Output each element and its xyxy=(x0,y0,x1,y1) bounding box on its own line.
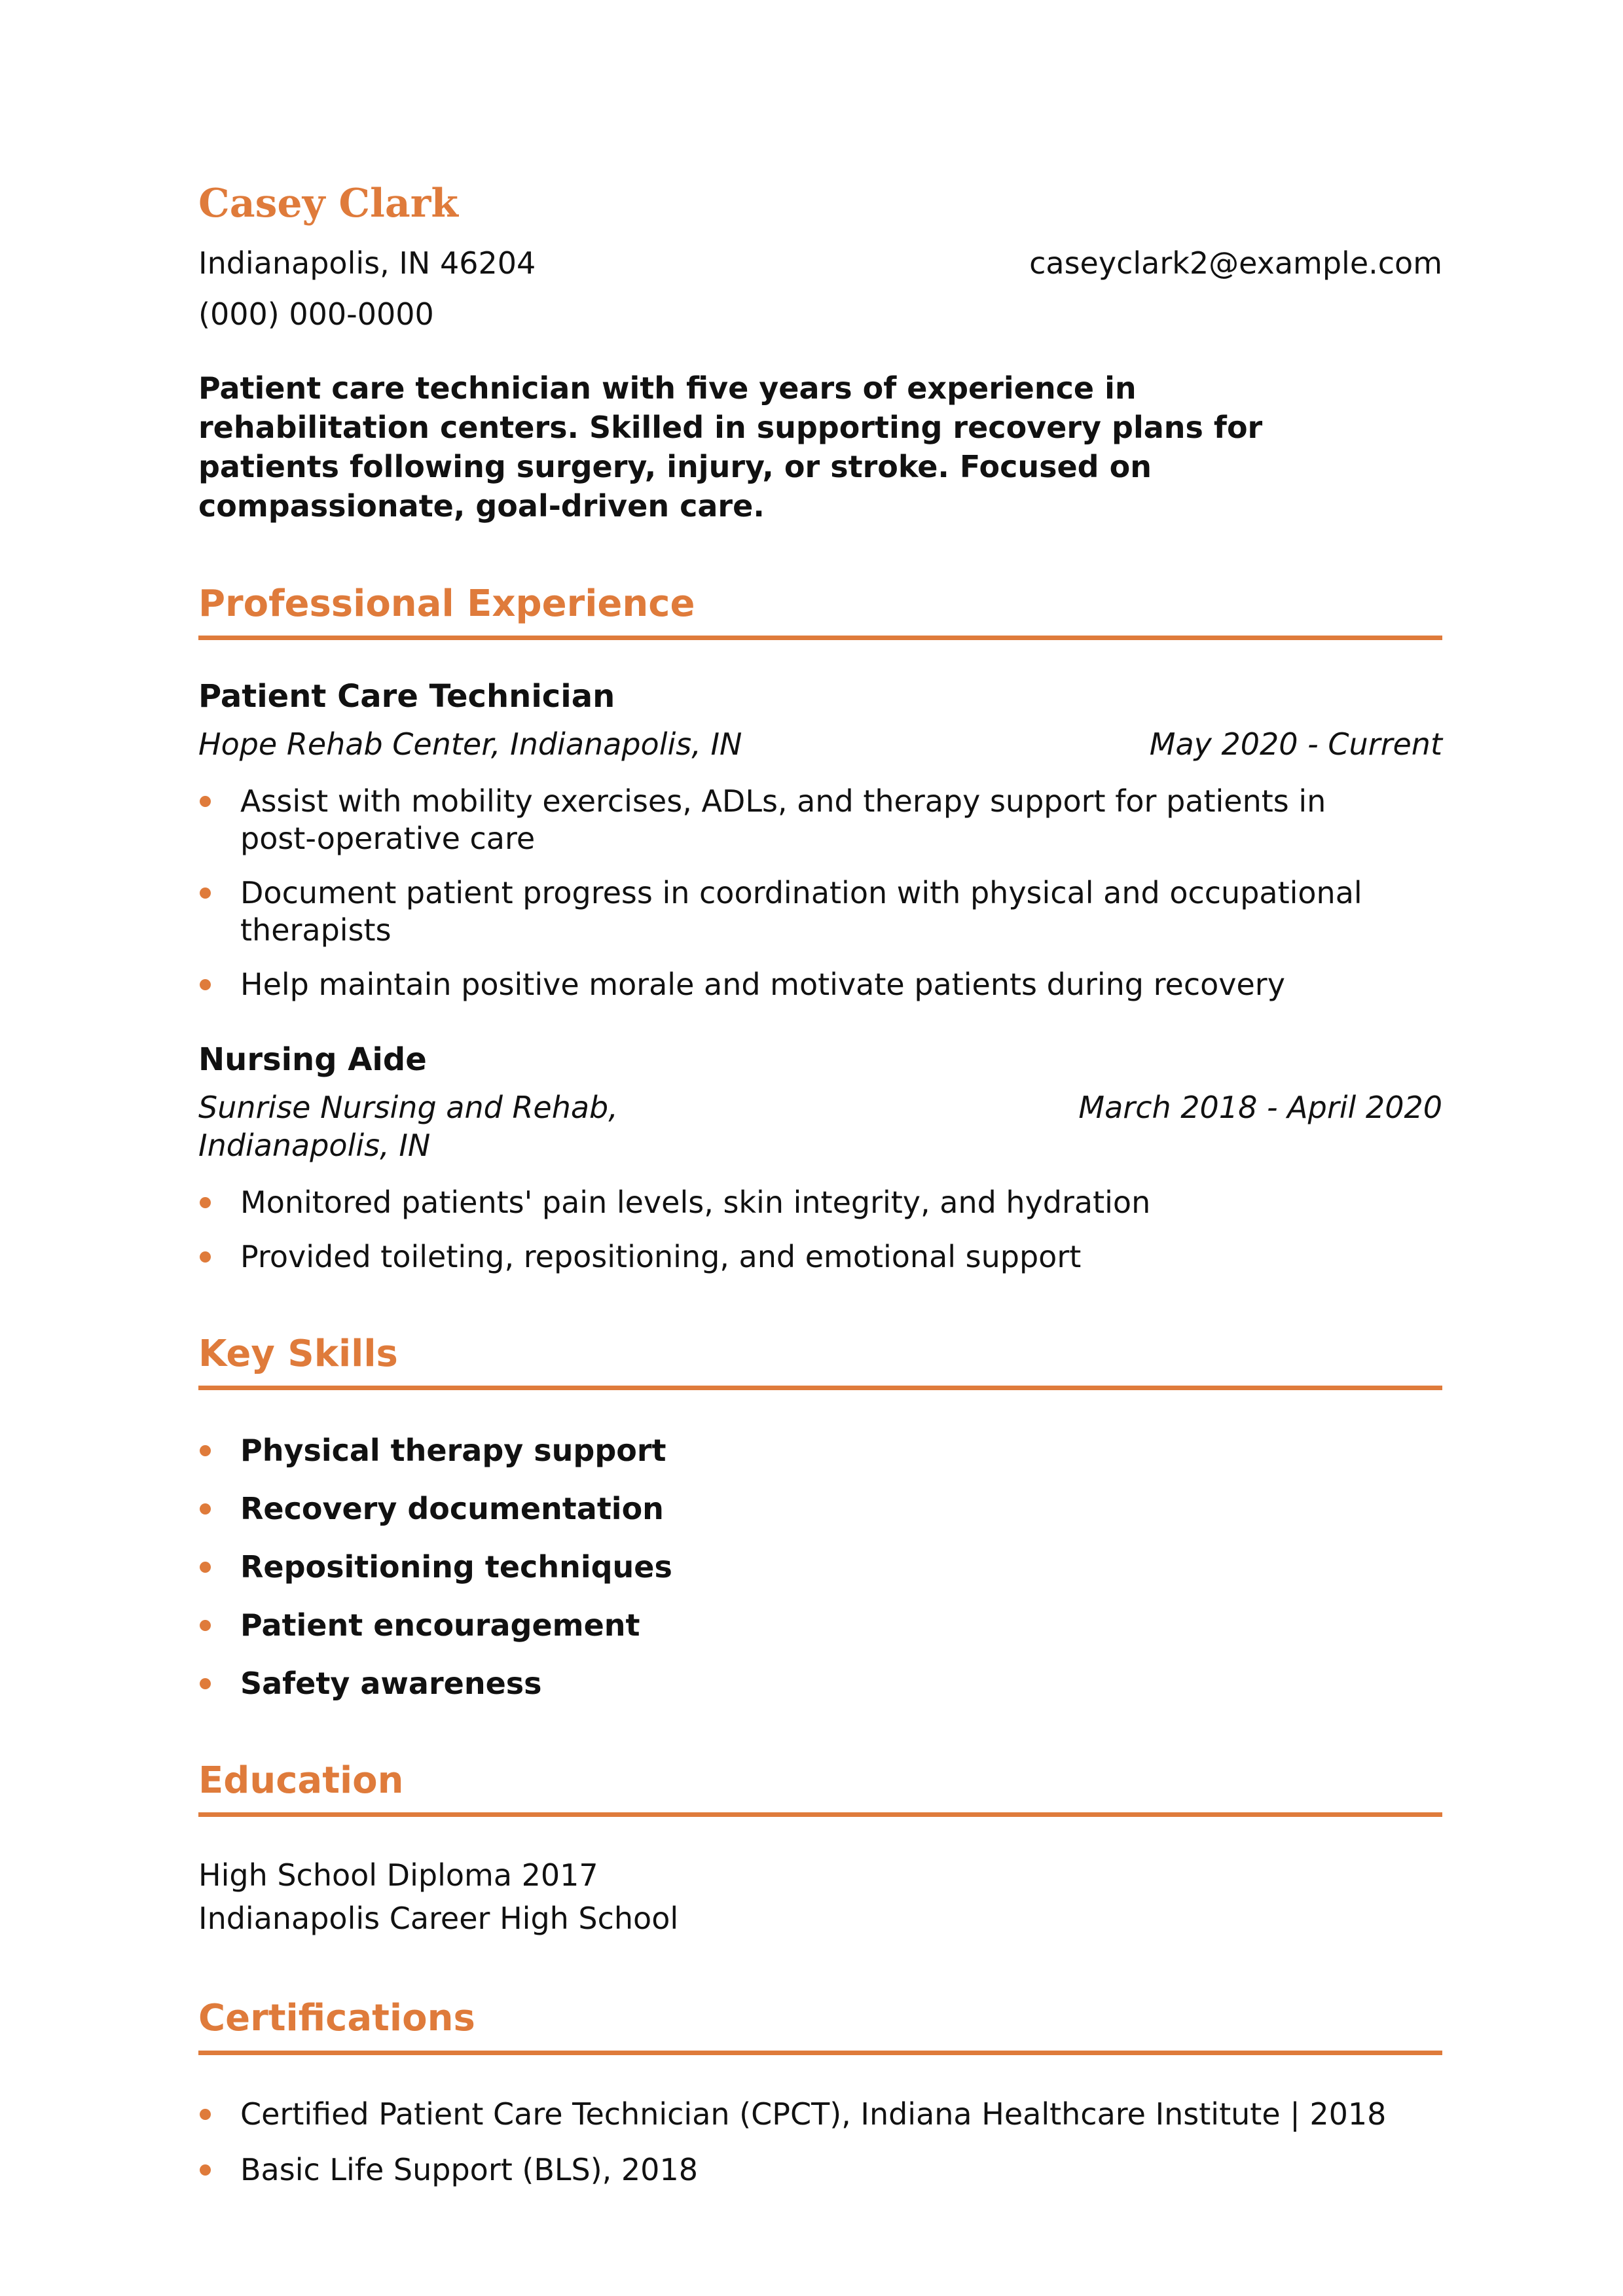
job-bullet-list: Assist with mobility exercises, ADLs, an… xyxy=(198,783,1403,1003)
certification-text: Basic Life Support (BLS), 2018 xyxy=(240,2151,698,2187)
candidate-email: caseyclark2@example.com xyxy=(1029,245,1442,281)
skill-text: Repositioning techniques xyxy=(240,1549,672,1585)
skill-item: Safety awareness xyxy=(200,1665,1403,1702)
job-dates: March 2018 - April 2020 xyxy=(1078,1089,1442,1125)
contact-row-phone: (000) 000-0000 xyxy=(198,296,1442,334)
section-title-experience: Professional Experience xyxy=(198,583,1442,641)
resume-header: Casey Clark Indianapolis, IN 46204 casey… xyxy=(198,182,1442,333)
skill-text: Recovery documentation xyxy=(240,1490,664,1526)
certification-text: Certified Patient Care Technician (CPCT)… xyxy=(240,2096,1387,2132)
section-certifications: Certifications Certified Patient Care Te… xyxy=(198,1998,1442,2188)
job-entry: Patient Care Technician Hope Rehab Cente… xyxy=(198,678,1442,1003)
bullet-dot-icon xyxy=(200,887,211,899)
certification-item: Basic Life Support (BLS), 2018 xyxy=(200,2151,1403,2189)
skill-text: Safety awareness xyxy=(240,1665,542,1701)
job-company: Sunrise Nursing and Rehab, Indianapolis,… xyxy=(198,1089,618,1163)
skill-item: Repositioning techniques xyxy=(200,1549,1403,1586)
job-meta: Hope Rehab Center, Indianapolis, IN May … xyxy=(198,725,1442,763)
section-title-certifications: Certifications xyxy=(198,1998,1442,2055)
job-company: Hope Rehab Center, Indianapolis, IN xyxy=(198,726,742,762)
job-bullet: Document patient progress in coordinatio… xyxy=(200,874,1403,949)
section-experience: Professional Experience Patient Care Tec… xyxy=(198,583,1442,1276)
skill-text: Physical therapy support xyxy=(240,1432,666,1468)
bullet-dot-icon xyxy=(200,795,211,807)
education-degree: High School Diploma 2017 xyxy=(198,1857,598,1893)
bullet-dot-icon xyxy=(200,2108,211,2120)
candidate-location: Indianapolis, IN 46204 xyxy=(198,245,536,281)
skill-item: Recovery documentation xyxy=(200,1490,1403,1528)
skill-item: Patient encouragement xyxy=(200,1607,1403,1644)
bullet-dot-icon xyxy=(200,1677,211,1689)
bullet-dot-icon xyxy=(200,1619,211,1631)
bullet-dot-icon xyxy=(200,1196,211,1208)
job-bullet-text: Monitored patients' pain levels, skin in… xyxy=(240,1184,1151,1220)
skills-list: Physical therapy support Recovery docume… xyxy=(198,1432,1403,1702)
job-dates: May 2020 - Current xyxy=(1149,726,1442,762)
summary-paragraph: Patient care technician with five years … xyxy=(198,370,1263,524)
certification-item: Certified Patient Care Technician (CPCT)… xyxy=(200,2096,1403,2133)
job-role: Patient Care Technician xyxy=(198,678,615,715)
candidate-phone: (000) 000-0000 xyxy=(198,296,434,332)
job-entry: Nursing Aide Sunrise Nursing and Rehab, … xyxy=(198,1041,1442,1276)
bullet-dot-icon xyxy=(200,2164,211,2176)
section-title-skills: Key Skills xyxy=(198,1333,1442,1390)
education-school: Indianapolis Career High School xyxy=(198,1901,679,1937)
contact-row: Indianapolis, IN 46204 caseyclark2@examp… xyxy=(198,245,1442,283)
bullet-dot-icon xyxy=(200,1251,211,1263)
section-skills: Key Skills Physical therapy support Reco… xyxy=(198,1333,1442,1702)
job-meta: Sunrise Nursing and Rehab, Indianapolis,… xyxy=(198,1088,1442,1164)
certifications-list: Certified Patient Care Technician (CPCT)… xyxy=(198,2096,1403,2189)
skill-text: Patient encouragement xyxy=(240,1607,640,1643)
candidate-name: Casey Clark xyxy=(198,181,458,226)
job-bullet: Monitored patients' pain levels, skin in… xyxy=(200,1184,1403,1221)
bullet-dot-icon xyxy=(200,1503,211,1515)
section-education: Education High School Diploma 2017 India… xyxy=(198,1759,1442,1940)
education-details: High School Diploma 2017 Indianapolis Ca… xyxy=(198,1854,1442,1940)
job-bullet: Help maintain positive morale and motiva… xyxy=(200,966,1403,1003)
bullet-dot-icon xyxy=(200,1561,211,1573)
job-bullet-text: Document patient progress in coordinatio… xyxy=(240,874,1362,948)
bullet-dot-icon xyxy=(200,978,211,990)
job-bullet-text: Assist with mobility exercises, ADLs, an… xyxy=(240,783,1326,856)
bullet-dot-icon xyxy=(200,1444,211,1456)
section-title-education: Education xyxy=(198,1759,1442,1818)
job-bullet: Assist with mobility exercises, ADLs, an… xyxy=(200,783,1403,857)
skill-item: Physical therapy support xyxy=(200,1432,1403,1469)
job-role: Nursing Aide xyxy=(198,1041,427,1078)
job-bullet-list: Monitored patients' pain levels, skin in… xyxy=(198,1184,1403,1276)
job-bullet-text: Help maintain positive morale and motiva… xyxy=(240,966,1285,1002)
job-bullet: Provided toileting, repositioning, and e… xyxy=(200,1238,1403,1276)
job-bullet-text: Provided toileting, repositioning, and e… xyxy=(240,1238,1082,1274)
